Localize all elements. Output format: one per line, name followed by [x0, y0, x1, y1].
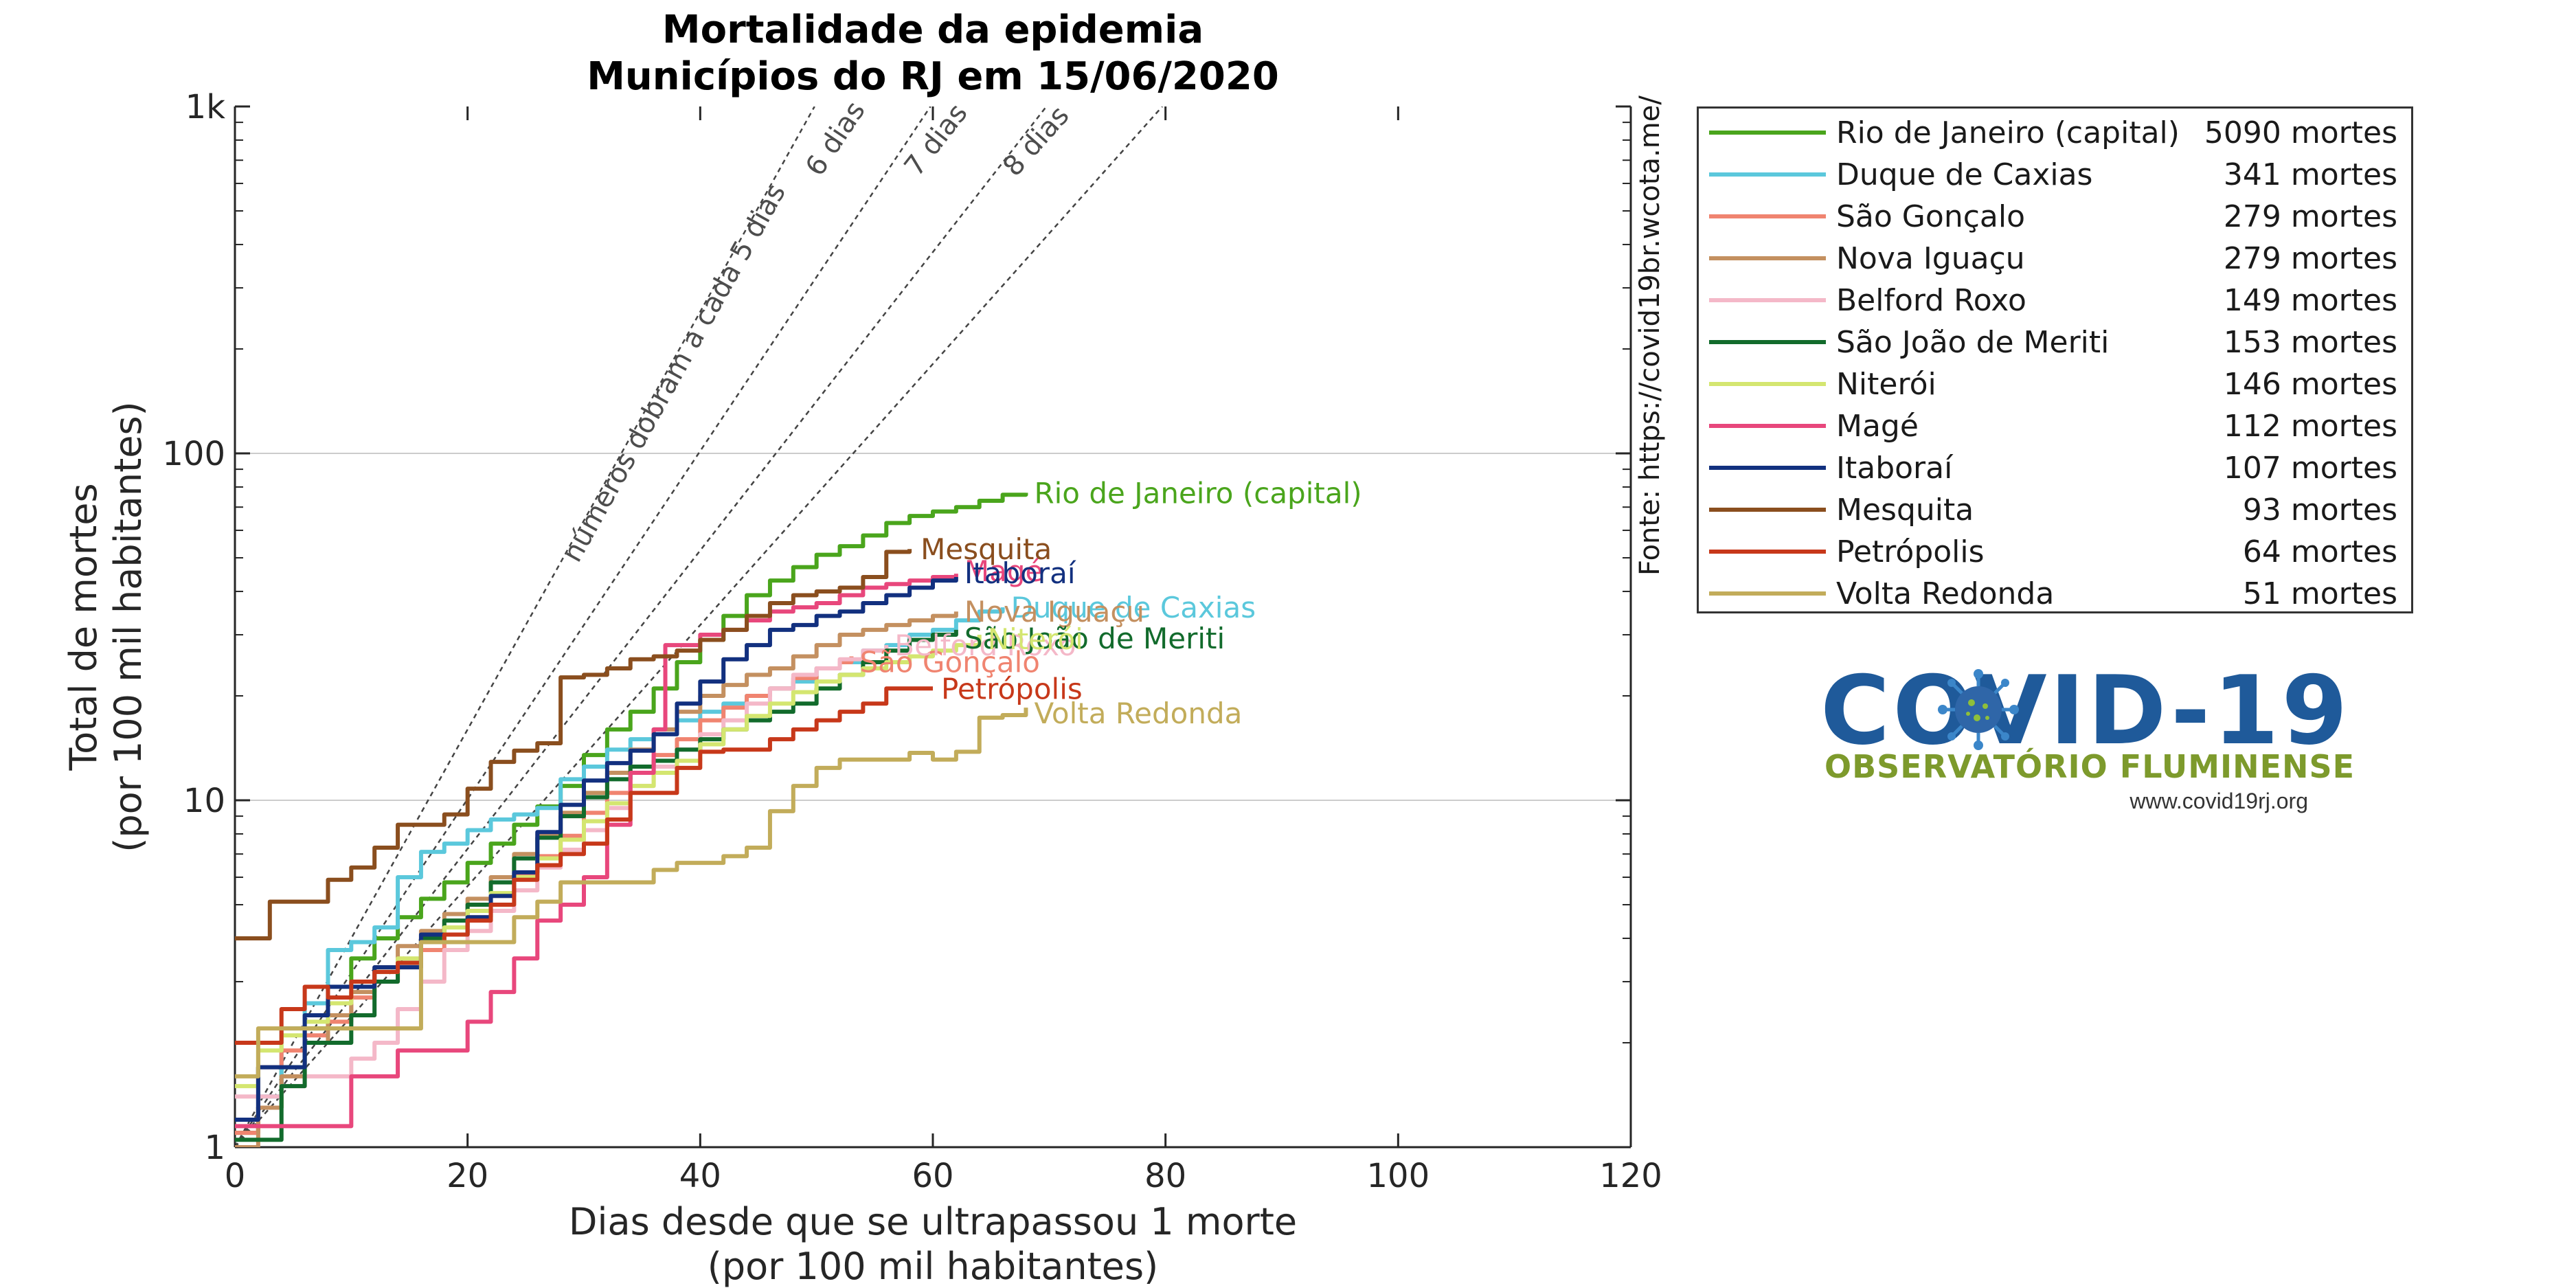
series-line — [235, 493, 1028, 1136]
legend-death-count: 146 mortes — [2223, 367, 2397, 402]
y-tick-label: 1 — [204, 1129, 225, 1167]
series-label: Volta Redonda — [1034, 697, 1242, 730]
legend-death-count: 279 mortes — [2223, 199, 2397, 234]
y-tick-label: 100 — [162, 435, 225, 473]
series-label: São João de Meriti — [964, 622, 1225, 655]
series-line — [235, 629, 958, 1142]
series-label: Belford Roxo — [894, 629, 1076, 662]
virus-icon — [1938, 669, 2019, 750]
legend-death-count: 51 mortes — [2242, 576, 2397, 611]
chart-title: Mortalidade da epidemia — [662, 8, 1204, 52]
logo-title: COVID-19 — [1820, 655, 2351, 766]
x-tick-label: 120 — [1599, 1157, 1662, 1195]
x-tick-label: 40 — [679, 1157, 721, 1195]
legend-death-count: 5090 mortes — [2204, 115, 2397, 150]
series-label: Nova Iguaçu — [964, 595, 1144, 629]
series-line — [235, 686, 933, 1045]
legend-item: Duque de Caxias 341 mortes — [1699, 154, 2411, 196]
source-label: Fonte: https://covid19br.wcota.me/ — [1634, 95, 1666, 576]
chart-subtitle: Municípios do RJ em 15/06/2020 — [587, 54, 1279, 99]
reference-line — [235, 106, 815, 1147]
legend-swatch — [1709, 550, 1826, 554]
legend-swatch — [1709, 466, 1826, 470]
legend-series-name: Nova Iguaçu — [1836, 241, 2025, 276]
legend-item: Nova Iguaçu 279 mortes — [1699, 238, 2411, 280]
legend-series-name: Duque de Caxias — [1836, 157, 2093, 192]
legend: Rio de Janeiro (capital) 5090 mortes Duque… — [1697, 106, 2413, 613]
legend-swatch — [1709, 508, 1826, 512]
x-tick-label: 0 — [225, 1157, 246, 1195]
legend-item: Volta Redonda 51 mortes — [1699, 573, 2411, 615]
series-label: Rio de Janeiro (capital) — [1034, 476, 1362, 510]
legend-death-count: 153 mortes — [2223, 325, 2397, 360]
legend-death-count: 107 mortes — [2223, 451, 2397, 486]
legend-swatch — [1709, 591, 1826, 596]
series-label: Duque de Caxias — [1011, 591, 1256, 624]
series-label: Mesquita — [920, 532, 1052, 566]
series-label: Niterói — [988, 622, 1083, 656]
legend-series-name: São João de Meriti — [1836, 325, 2110, 360]
legend-item: Belford Roxo 149 mortes — [1699, 280, 2411, 321]
series-group — [235, 493, 1028, 1147]
legend-series-name: Magé — [1836, 409, 1919, 444]
logo-subtitle: OBSERVATÓRIO FLUMINENSE — [1824, 748, 2355, 785]
logo-url: www.covid19rj.org — [2129, 789, 2308, 813]
covid19-logo: COVID-19 OBSERVATÓRIO FLUMINENSE www.cov… — [1820, 663, 2354, 821]
reference-line — [235, 106, 1048, 1147]
legend-item: Magé 112 mortes — [1699, 405, 2411, 447]
legend-series-name: Belford Roxo — [1836, 283, 2026, 318]
y-tick-label: 1k — [185, 88, 226, 126]
legend-item: São Gonçalo 279 mortes — [1699, 196, 2411, 238]
legend-swatch — [1709, 340, 1826, 344]
reference-line — [235, 106, 931, 1147]
legend-swatch — [1709, 131, 1826, 135]
legend-swatch — [1709, 382, 1826, 386]
legend-series-name: Volta Redonda — [1836, 576, 2055, 611]
series-label: Petrópolis — [941, 672, 1083, 705]
legend-death-count: 93 mortes — [2242, 493, 2397, 528]
legend-series-name: Mesquita — [1836, 493, 1974, 528]
reference-line-label: 7 dias — [899, 98, 974, 182]
reference-line-label: números dobram a cada 5 dias — [556, 179, 792, 567]
legend-series-name: São Gonçalo — [1836, 199, 2025, 234]
x-tick-label: 20 — [447, 1157, 488, 1195]
legend-death-count: 149 mortes — [2223, 283, 2397, 318]
y-axis-label-2: (por 100 mil habitantes) — [106, 401, 150, 852]
legend-swatch — [1709, 172, 1826, 177]
y-tick-label: 10 — [183, 782, 225, 820]
x-tick-label: 80 — [1144, 1157, 1186, 1195]
legend-item: Petrópolis 64 mortes — [1699, 531, 2411, 573]
x-axis-label-2: (por 100 mil habitantes) — [708, 1245, 1158, 1288]
legend-item: Rio de Janeiro (capital) 5090 mortes — [1699, 112, 2411, 154]
legend-item: Mesquita 93 mortes — [1699, 489, 2411, 531]
legend-death-count: 279 mortes — [2223, 241, 2397, 276]
legend-item: Itaboraí 107 mortes — [1699, 447, 2411, 489]
legend-death-count: 112 mortes — [2223, 409, 2397, 444]
legend-series-name: Niterói — [1836, 367, 1936, 402]
legend-swatch — [1709, 424, 1826, 428]
x-axis-label: Dias desde que se ultrapassou 1 morte — [569, 1200, 1297, 1243]
legend-swatch — [1709, 214, 1826, 218]
series-line — [235, 549, 912, 940]
legend-series-name: Petrópolis — [1836, 534, 1985, 569]
legend-item: Niterói 146 mortes — [1699, 363, 2411, 405]
series-label: São Gonçalo — [859, 645, 1040, 679]
x-tick-label: 60 — [912, 1157, 953, 1195]
reference-line-label: 6 dias — [800, 95, 872, 181]
series-label: Magé — [964, 554, 1043, 588]
y-axis-label: Total de mortes — [62, 483, 105, 771]
legend-swatch — [1709, 256, 1826, 260]
legend-series-name: Itaboraí — [1836, 451, 1953, 486]
reference-line-label: 8 dias — [997, 100, 1075, 182]
legend-death-count: 341 mortes — [2223, 157, 2397, 192]
legend-series-name: Rio de Janeiro (capital) — [1836, 115, 2180, 150]
series-line — [235, 708, 1028, 1078]
legend-item: São João de Meriti 153 mortes — [1699, 321, 2411, 363]
legend-death-count: 64 mortes — [2242, 534, 2397, 569]
legend-swatch — [1709, 298, 1826, 302]
x-tick-label: 100 — [1367, 1157, 1430, 1195]
series-label: Itaboraí — [964, 556, 1076, 590]
